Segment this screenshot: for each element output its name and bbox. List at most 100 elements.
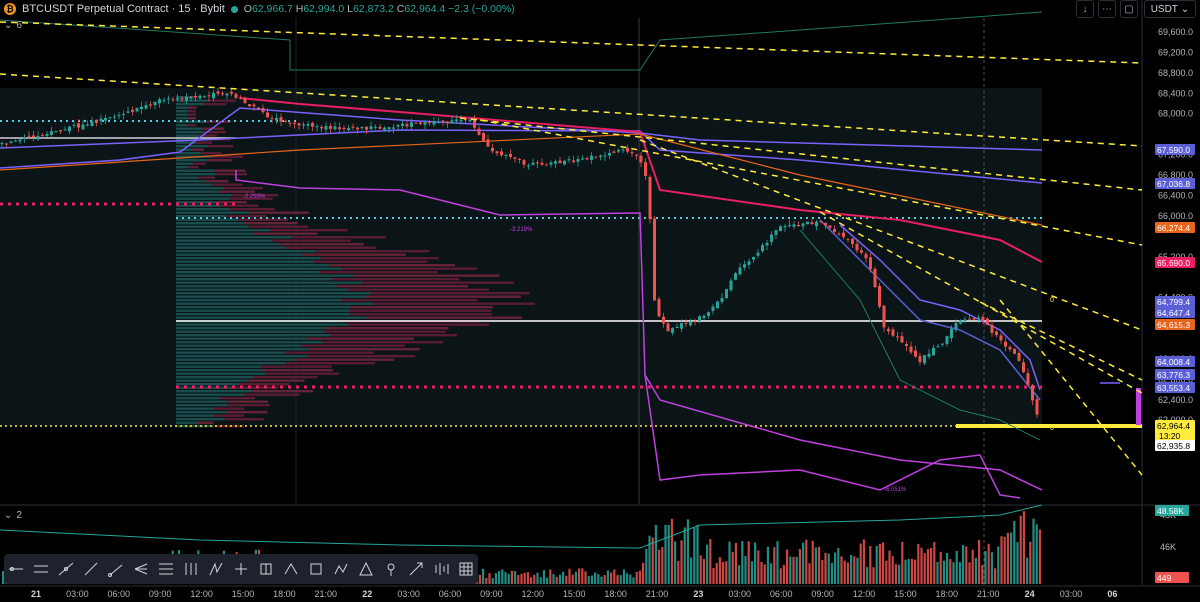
candle [865, 254, 868, 258]
candle [14, 141, 17, 142]
path-tool-button[interactable] [328, 556, 353, 582]
candle [950, 329, 953, 338]
candle [964, 319, 967, 321]
volume-pane-count: 2 [16, 510, 22, 521]
ray-tool-button[interactable] [104, 556, 129, 582]
candle [46, 134, 49, 136]
oscillator-label: -2.293% [243, 194, 266, 200]
forecast-tool-button[interactable] [278, 556, 303, 582]
volume-bar [802, 543, 804, 584]
candle [455, 119, 458, 121]
currency-selector[interactable]: USDT ⌄ [1144, 0, 1196, 18]
candle [23, 137, 26, 139]
candle [842, 233, 845, 237]
profile-bar-up [176, 184, 213, 186]
grid-tool-button[interactable] [453, 556, 478, 582]
volume-bar [1013, 521, 1015, 584]
candle [226, 94, 229, 96]
candle [244, 98, 247, 103]
profile-bar-down [238, 383, 289, 385]
arrow-tool-button[interactable] [403, 556, 428, 582]
horizontal-line-tool-button[interactable] [4, 556, 29, 582]
profile-bar-down [373, 303, 534, 305]
profile-bar-up [176, 422, 197, 424]
candle [689, 321, 692, 325]
candle [1009, 347, 1012, 349]
candle [361, 127, 364, 128]
profile-bar-up [176, 345, 302, 347]
volume-bar [972, 550, 974, 584]
candle [190, 97, 193, 99]
pin-tool-button[interactable] [378, 556, 403, 582]
volume-bar [760, 562, 762, 584]
profile-bar-down [337, 285, 468, 287]
candle [595, 157, 598, 158]
profile-bar-up [176, 247, 286, 249]
rectangle-tool-button[interactable] [303, 556, 328, 582]
scroll-down-icon[interactable]: ↓ [1076, 0, 1094, 18]
candle [613, 152, 616, 153]
profile-bar-down [342, 268, 477, 270]
volume-bar [588, 576, 590, 584]
profile-bar-down [342, 299, 478, 301]
profile-bar-down [213, 184, 243, 186]
gann-tool-button[interactable] [229, 556, 254, 582]
profile-bar-up [176, 296, 366, 298]
more-icon[interactable]: ⋯ [1098, 0, 1116, 18]
oscillator-label: -6.051% [884, 487, 907, 493]
candle [914, 351, 917, 357]
candle [1036, 399, 1039, 414]
trend-line-tool-button[interactable] [79, 556, 104, 582]
volume-bar [482, 569, 484, 584]
volume-bar [981, 565, 983, 584]
regression-tool-button[interactable] [54, 556, 79, 582]
candle [424, 122, 427, 125]
volume-bar [831, 563, 833, 584]
candle [928, 354, 931, 357]
candle [32, 135, 35, 137]
polyline-tool-button[interactable] [353, 556, 378, 582]
oscillator-label: -3.219% [510, 227, 533, 233]
candle [185, 97, 188, 101]
candle [325, 126, 328, 129]
candle [86, 125, 89, 126]
pitchfork-tool-button[interactable] [129, 556, 154, 582]
volume-profile-tool-button[interactable] [254, 556, 279, 582]
volume-bar [700, 555, 702, 584]
time-tick-label: 18:00 [273, 589, 296, 599]
volume-bar [866, 567, 868, 584]
time-tick-label: 09:00 [480, 589, 503, 599]
price-tick-label: 69,200.0 [1158, 47, 1193, 57]
profile-bar-up [176, 275, 354, 277]
bar-pattern-tool-button[interactable] [428, 556, 453, 582]
drawing-toolbar [4, 554, 478, 584]
profile-bar-up [176, 348, 310, 350]
profile-bar-down [348, 324, 489, 326]
parallel-channel-tool-button[interactable] [29, 556, 54, 582]
indicators-toggle[interactable]: ⌄ 6 [4, 20, 22, 31]
candle [122, 114, 125, 115]
candle [37, 136, 40, 139]
candle [500, 151, 503, 155]
volume-bar [536, 573, 538, 584]
profile-bar-up [176, 310, 349, 312]
volume-bar [604, 575, 606, 584]
profile-bar-down [350, 306, 493, 308]
fib-extension-tool-button[interactable] [179, 556, 204, 582]
candle [104, 118, 107, 121]
fib-retracement-tool-button[interactable] [154, 556, 179, 582]
long-position-tool-button[interactable] [204, 556, 229, 582]
profile-bar-down [207, 159, 232, 161]
candle [838, 234, 841, 235]
volume-bar [911, 559, 913, 584]
candle [176, 98, 179, 99]
symbol-title[interactable]: BTCUSDT Perpetual Contract · 15 · Bybit [22, 3, 225, 15]
profile-bar-down [214, 408, 245, 410]
volume-pane-toggle[interactable]: ⌄ 2 [4, 510, 22, 521]
volume-bar [648, 536, 650, 584]
profile-bar-up [176, 408, 214, 410]
price-tick-label: 66,400.0 [1158, 190, 1193, 200]
maximize-icon[interactable]: ▢ [1120, 0, 1138, 18]
